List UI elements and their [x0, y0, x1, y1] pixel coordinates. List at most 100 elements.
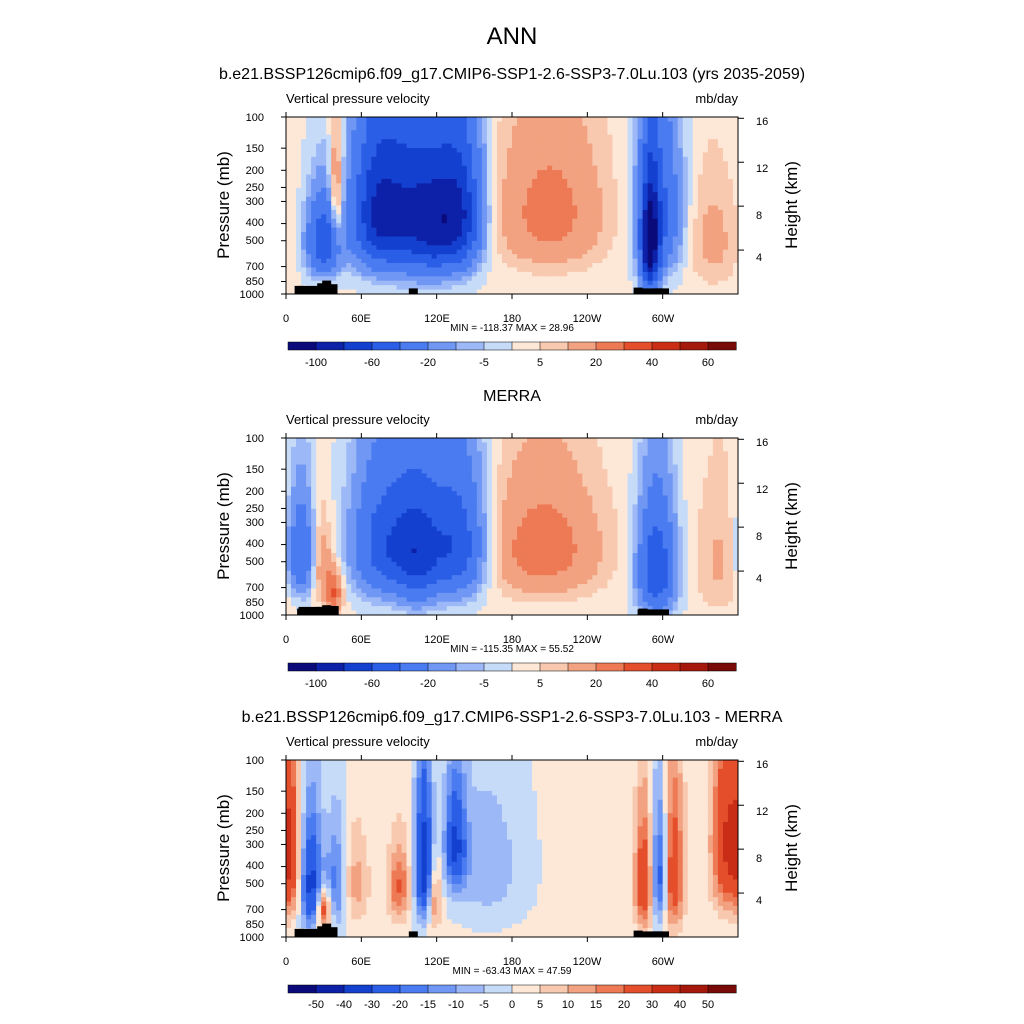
- heatmap-cell: [496, 267, 503, 273]
- heatmap-cell: [451, 165, 458, 171]
- heatmap-cell: [567, 267, 573, 273]
- heatmap-cell: [702, 192, 709, 198]
- heatmap-cell: [672, 209, 679, 215]
- heatmap-cell: [682, 254, 689, 259]
- heatmap-cell: [722, 201, 729, 206]
- heatmap-cell: [366, 460, 372, 465]
- heatmap-cell: [707, 240, 714, 246]
- heatmap-cell: [587, 139, 593, 144]
- heatmap-cell: [416, 143, 422, 149]
- heatmap-cell: [506, 205, 513, 211]
- heatmap-cell: [431, 121, 438, 127]
- heatmap-cell: [491, 482, 498, 488]
- heatmap-cell: [476, 187, 483, 193]
- heatmap-cell: [642, 178, 648, 184]
- heatmap-cell: [381, 117, 387, 122]
- heatmap-cell: [371, 117, 377, 122]
- heatmap-cell: [687, 192, 694, 198]
- heatmap-cell: [496, 201, 503, 206]
- heatmap-cell: [697, 486, 704, 492]
- heatmap-cell: [486, 201, 493, 206]
- heatmap-cell: [416, 227, 422, 233]
- heatmap-cell: [441, 254, 448, 259]
- heatmap-cell: [722, 214, 729, 220]
- heatmap-cell: [662, 249, 669, 255]
- heatmap-cell: [506, 245, 513, 251]
- heatmap-cell: [461, 240, 468, 246]
- heatmap-cell: [677, 438, 684, 443]
- heatmap-cell: [386, 174, 392, 180]
- heatmap-cell: [602, 174, 608, 180]
- heatmap-cell: [712, 152, 719, 158]
- heatmap-cell: [622, 473, 628, 479]
- heatmap-cell: [512, 130, 518, 136]
- heatmap-cell: [627, 178, 633, 184]
- heatmap-cell: [481, 438, 488, 443]
- heatmap-cell: [496, 495, 503, 501]
- heatmap-cell: [316, 130, 322, 136]
- heatmap-cell: [466, 289, 473, 295]
- heatmap-cell: [361, 209, 367, 215]
- heatmap-cell: [391, 245, 397, 251]
- heatmap-cell: [567, 183, 573, 189]
- heatmap-cell: [532, 227, 538, 233]
- heatmap-cell: [612, 460, 618, 465]
- heatmap-cell: [662, 143, 669, 149]
- heatmap-cell: [431, 218, 438, 224]
- heatmap-cell: [431, 196, 438, 202]
- heatmap-cell: [582, 446, 588, 452]
- heatmap-cell: [632, 464, 638, 470]
- heatmap-cell: [727, 477, 734, 483]
- heatmap-cell: [692, 201, 699, 206]
- heatmap-cell: [396, 165, 402, 171]
- heatmap-cell: [426, 214, 433, 220]
- heatmap-cell: [411, 139, 417, 144]
- heatmap-cell: [431, 139, 438, 144]
- heatmap-cell: [471, 192, 478, 198]
- heatmap-cell: [291, 214, 297, 220]
- heatmap-cell: [341, 232, 347, 237]
- heatmap-cell: [476, 254, 483, 259]
- heatmap-cell: [426, 451, 433, 457]
- heatmap-cell: [667, 174, 674, 180]
- heatmap-cell: [456, 152, 463, 158]
- heatmap-cell: [336, 473, 342, 479]
- heatmap-cell: [592, 201, 598, 206]
- heatmap-cell: [336, 491, 342, 496]
- heatmap-cell: [346, 143, 352, 149]
- heatmap-cell: [562, 455, 568, 461]
- heatmap-cell: [642, 245, 648, 251]
- heatmap-cell: [396, 258, 402, 264]
- heatmap-cell: [371, 263, 377, 268]
- heatmap-cell: [296, 196, 302, 202]
- heatmap-cell: [486, 464, 493, 470]
- heatmap-cell: [612, 455, 618, 461]
- heatmap-cell: [476, 183, 483, 189]
- heatmap-cell: [446, 201, 453, 206]
- heatmap-cell: [527, 232, 533, 237]
- heatmap-cell: [662, 477, 669, 483]
- heatmap-cell: [411, 236, 417, 242]
- heatmap-cell: [622, 254, 628, 259]
- heatmap-cell: [642, 183, 648, 189]
- heatmap-cell: [421, 473, 428, 479]
- heatmap-cell: [537, 130, 543, 136]
- heatmap-cell: [587, 223, 593, 229]
- heatmap-cell: [361, 125, 367, 131]
- heatmap-cell: [632, 442, 638, 448]
- heatmap-cell: [331, 442, 337, 448]
- heatmap-cell: [677, 236, 684, 242]
- heatmap-cell: [401, 134, 407, 140]
- heatmap-cell: [446, 183, 453, 189]
- heatmap-cell: [722, 139, 729, 144]
- heatmap-cell: [532, 117, 538, 122]
- heatmap-cell: [316, 205, 322, 211]
- heatmap-cell: [732, 174, 739, 180]
- heatmap-cell: [682, 249, 689, 255]
- heatmap-cell: [466, 192, 473, 198]
- heatmap-cell: [557, 121, 563, 127]
- heatmap-cell: [607, 477, 613, 483]
- heatmap-cell: [361, 455, 367, 461]
- heatmap-cell: [692, 232, 699, 237]
- heatmap-cell: [481, 464, 488, 470]
